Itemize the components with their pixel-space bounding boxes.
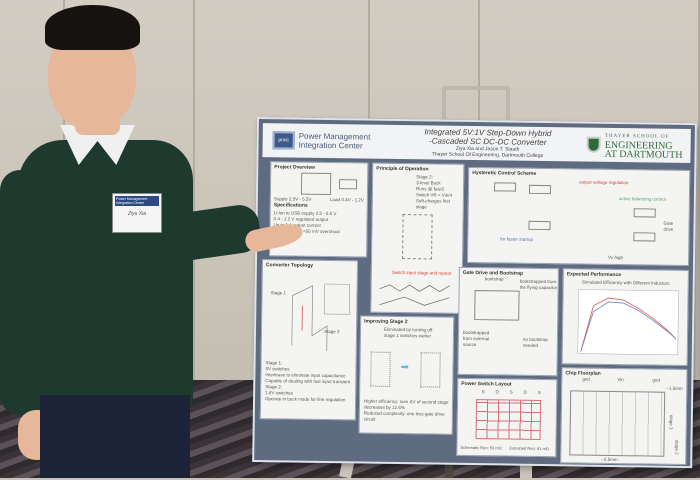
topology-schematic [291,283,350,352]
panel-improving-stage2: Improving Stage 2 Eliminated by turning … [358,315,455,435]
stage2-before [370,351,391,387]
floorplan-blocks [569,390,666,457]
stage2-after [420,352,441,388]
block-diagram [633,232,656,242]
poster-title: Integrated 5V:1V Step-Down Hybrid -Casca… [424,127,552,160]
shield-icon [586,136,601,153]
pants [40,395,190,478]
org-name: Power Management Integration Center [298,131,371,151]
efficiency-plot [577,289,679,356]
hair [45,5,140,50]
sweater-left-arm [0,170,45,415]
panel-power-switch-layout: Power Switch Layout S D S D S Schematic … [456,377,558,458]
block-diagram [528,184,552,195]
waveform [379,284,450,306]
panel-principle: Principle of Operation Stage 2: 3-level … [370,162,465,314]
switch-grid [475,399,542,440]
panel-hysteretic-control: Hysteretic Control Scheme output voltage… [466,166,691,267]
poster: pmic Power Management Integration Center… [252,117,697,469]
poster-header: pmic Power Management Integration Center… [262,123,691,164]
panel-gate-drive: Gate Drive and Bootstrap bootstrap boots… [457,266,559,377]
pmic-logo: pmic [272,131,295,150]
block-diagram [493,182,517,192]
name-badge: Power Management Integration Center Ziyu … [112,193,162,233]
arrow-right-icon: ➡ [400,362,409,374]
block-diagram [633,208,656,218]
dc-dc-block-diagram [300,172,332,196]
load-block [339,179,358,190]
thayer-logo: THAYER SCHOOL OF ENGINEERING AT DARTMOUT… [586,131,683,160]
panel-converter-topology: Converter Topology Stage 1 Stage 2 Stage… [259,259,359,421]
stage2-schematic [402,214,433,260]
panel-expected-performance: Expected Performance Simulated Efficienc… [561,268,689,367]
panel-chip-floorplan: Chip Floorplan gnd Vin gnd ~1.5mm ~2.5mm… [560,367,688,466]
block-diagram [528,220,551,231]
gate-driver-schematic [474,290,520,321]
sweater-torso [18,140,193,410]
easel-top [442,86,510,120]
